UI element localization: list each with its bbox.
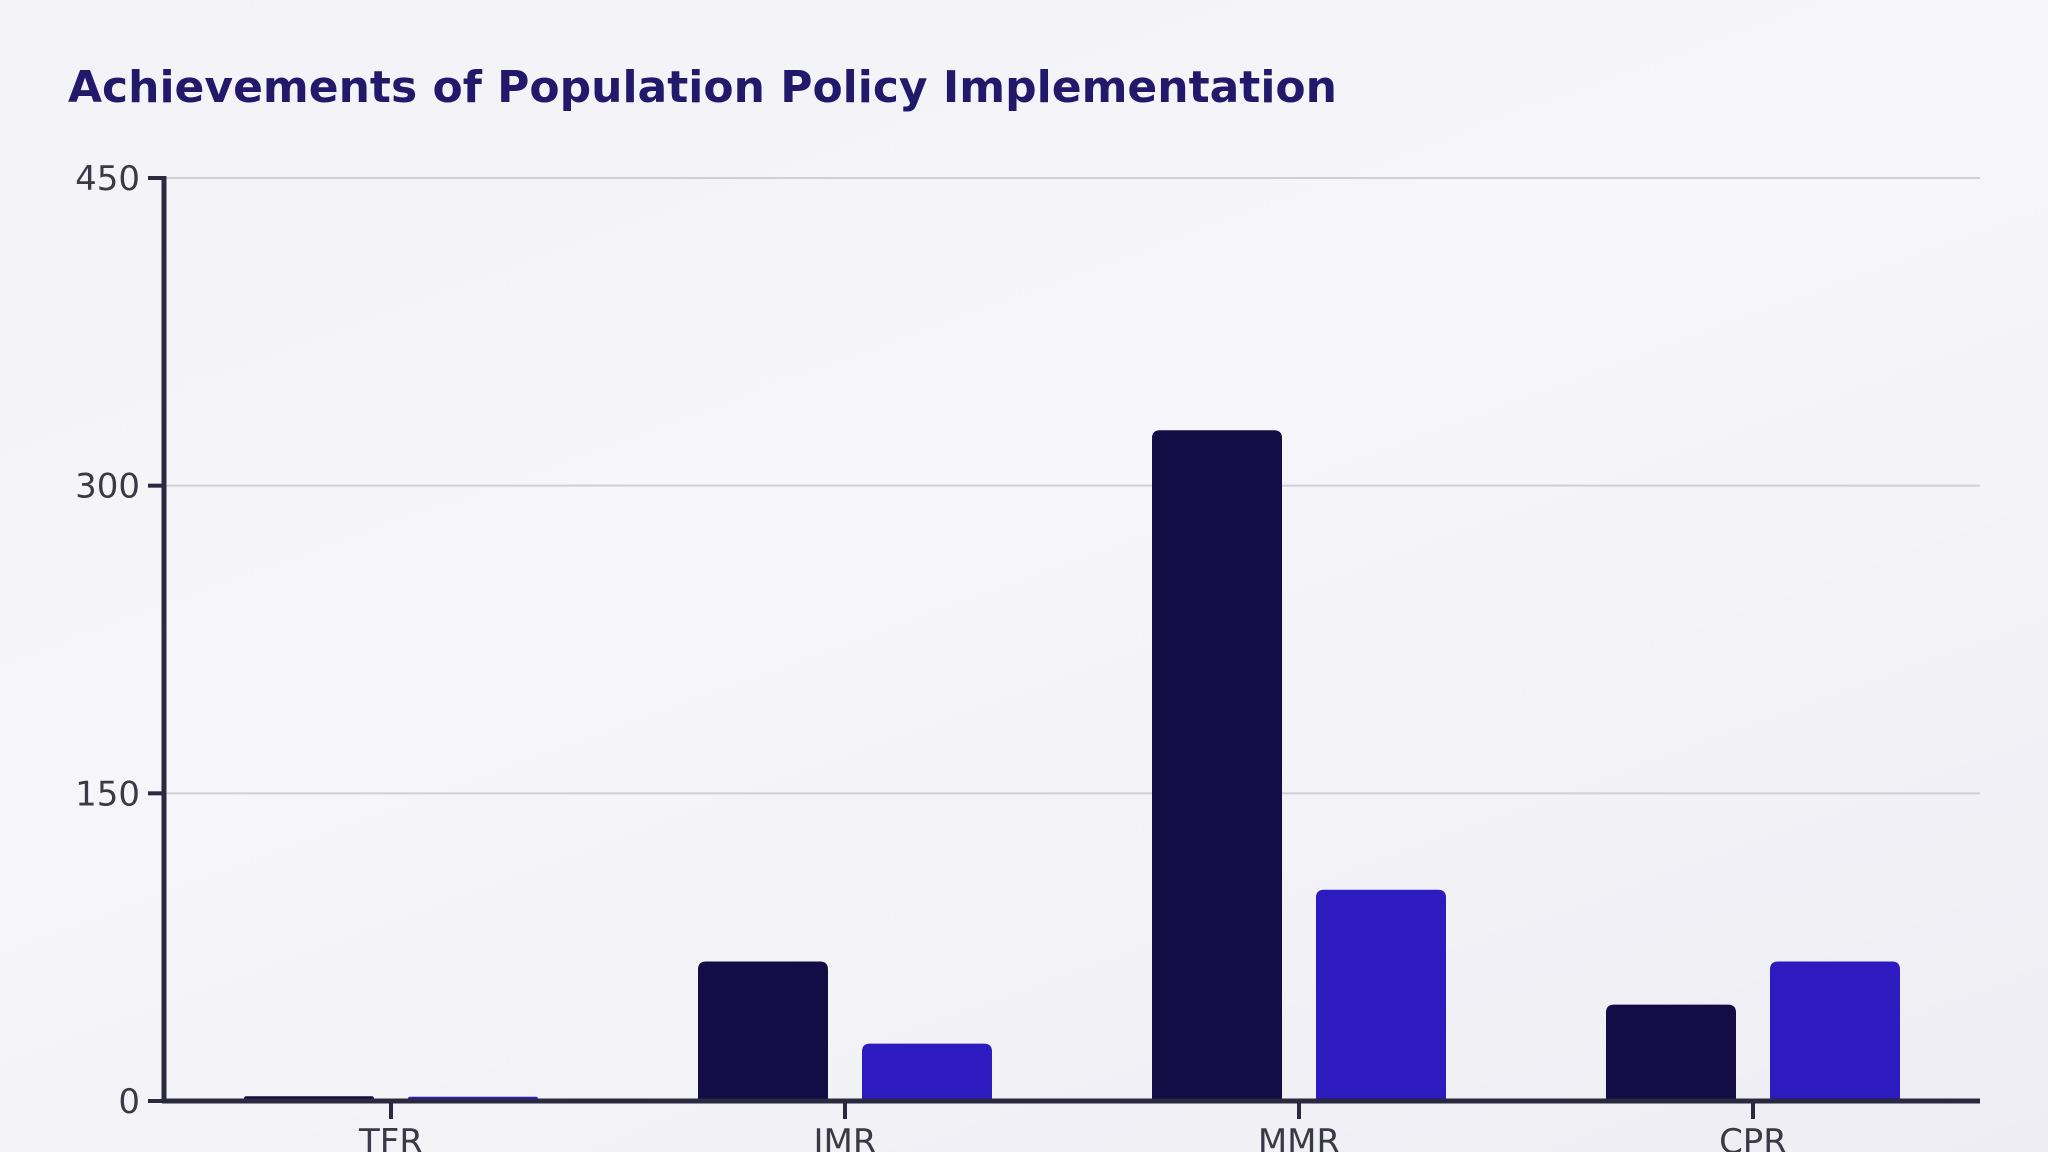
y-tick-label: 450 xyxy=(75,159,140,199)
x-tick-label: CPR xyxy=(1719,1122,1787,1152)
x-tick-label: TFR xyxy=(358,1122,423,1152)
tick-labels: 0 150 300 450 TFR IMR MMR CPR xyxy=(75,159,1787,1152)
axes xyxy=(148,176,1980,1119)
bar xyxy=(1316,889,1446,1101)
y-tick-label: 300 xyxy=(75,467,140,507)
bar xyxy=(1152,430,1282,1102)
x-tick-label: MMR xyxy=(1258,1122,1340,1152)
bar xyxy=(698,961,828,1101)
bar xyxy=(1770,961,1900,1101)
bar xyxy=(862,1043,992,1101)
bars xyxy=(244,430,1900,1102)
y-tick-label: 150 xyxy=(75,774,140,814)
chart-title: Achievements of Population Policy Implem… xyxy=(68,62,1337,113)
y-tick-label: 0 xyxy=(118,1082,140,1122)
x-tick-label: IMR xyxy=(814,1122,877,1152)
bar xyxy=(1606,1004,1736,1101)
grid-lines xyxy=(164,177,1980,795)
